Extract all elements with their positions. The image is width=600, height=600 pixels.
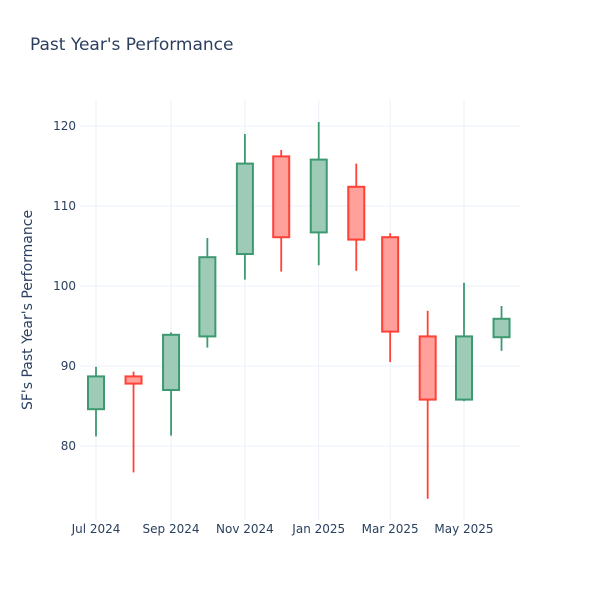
- y-axis-ticks: 80 90 100 110 120: [53, 119, 76, 453]
- y-tick-label: 110: [53, 199, 76, 213]
- candle-body: [87, 375, 105, 411]
- candle-decreasing: [347, 163, 366, 271]
- candle-increasing: [198, 238, 217, 348]
- candle-decreasing: [124, 371, 143, 473]
- candle-decreasing: [418, 310, 437, 499]
- candle-body: [492, 317, 511, 339]
- y-axis-title: SF's Past Year's Performance: [20, 210, 36, 410]
- candle-body: [124, 375, 143, 385]
- candle-body: [162, 333, 181, 391]
- x-tick-label: May 2025: [434, 522, 493, 536]
- candle-body: [272, 155, 291, 239]
- candle-increasing: [309, 122, 328, 266]
- candle-body: [418, 335, 437, 401]
- x-tick-label: Jan 2025: [291, 522, 345, 536]
- candle-decreasing: [272, 150, 291, 272]
- x-axis-ticks: Jul 2024 Sep 2024 Nov 2024 Jan 2025 Mar 2025…: [71, 522, 494, 536]
- candle-increasing: [87, 366, 105, 437]
- x-tick-label: Mar 2025: [362, 522, 419, 536]
- candle-decreasing: [381, 233, 400, 362]
- y-tick-label: 120: [53, 119, 76, 133]
- candle-body: [309, 158, 328, 234]
- y-tick-label: 90: [61, 359, 76, 373]
- y-tick-label: 80: [61, 439, 76, 453]
- grid-lines: [80, 100, 520, 520]
- candle-increasing: [455, 282, 473, 402]
- candles: [87, 122, 511, 499]
- candle-increasing: [492, 306, 511, 351]
- x-tick-label: Sep 2024: [143, 522, 200, 536]
- candle-increasing: [162, 332, 181, 436]
- candle-body: [198, 256, 217, 338]
- candle-body: [235, 162, 254, 256]
- chart-title: Past Year's Performance: [30, 35, 234, 55]
- candle-body: [347, 185, 366, 241]
- candle-increasing: [235, 134, 254, 280]
- x-tick-label: Nov 2024: [216, 522, 274, 536]
- x-tick-label: Jul 2024: [71, 522, 121, 536]
- y-tick-label: 100: [53, 279, 76, 293]
- candle-body: [455, 335, 473, 401]
- candle-body: [381, 236, 400, 333]
